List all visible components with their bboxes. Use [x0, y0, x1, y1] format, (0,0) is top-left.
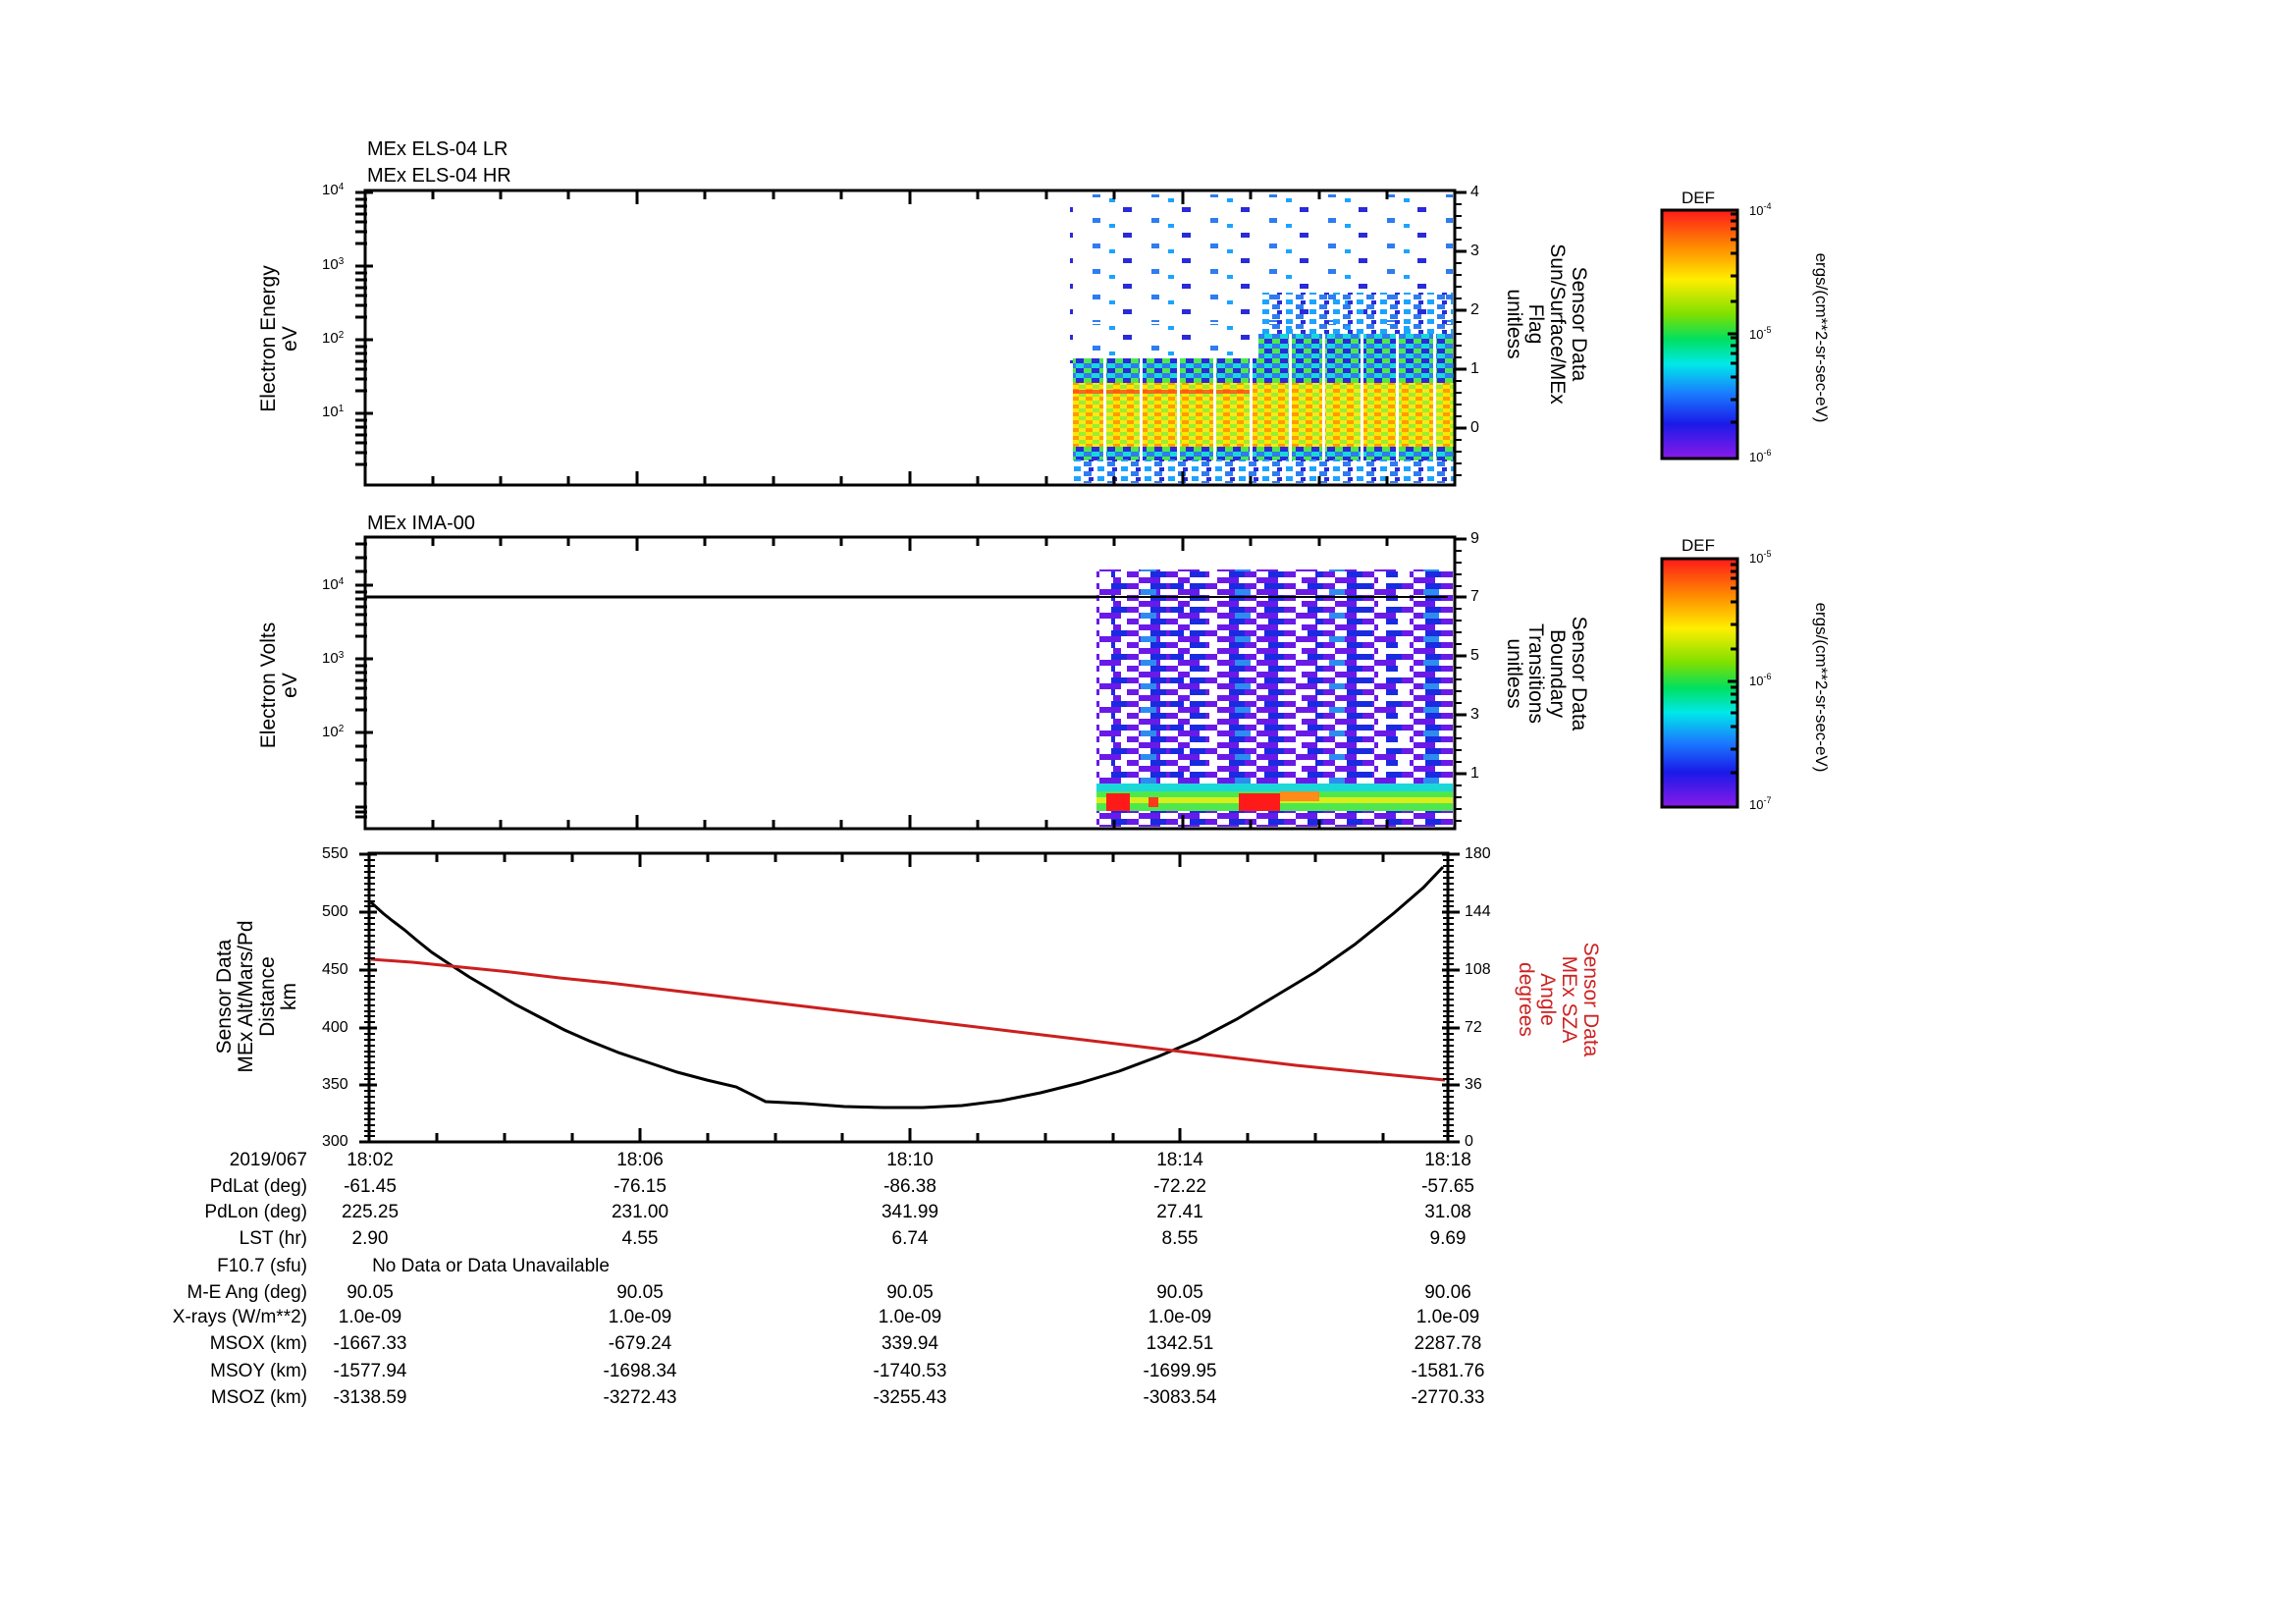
- orbit-rtick-36: 36: [1465, 1076, 1482, 1093]
- table-row: M-E Ang (deg) 90.05 90.05 90.05 90.05 90…: [187, 1282, 1471, 1303]
- ima-colorbar: [1660, 557, 1739, 809]
- ima-ytick-1e3: 103: [322, 650, 345, 667]
- table-row: MSOZ (km) -3138.59 -3272.43 -3255.43 -30…: [210, 1387, 1485, 1408]
- orbit-ytick-500: 500: [322, 903, 348, 920]
- els-title-hr: MEx ELS-04 HR: [367, 165, 511, 187]
- orbit-right-axis-label: Sensor Data MEx SZA Angle degrees: [1515, 942, 1602, 1057]
- table-date: 2019/067: [229, 1150, 307, 1170]
- ima-colorbar-units: ergs/(cm**2-sr-sec-eV): [1812, 602, 1831, 773]
- els-colorbar-mid: 10-5: [1749, 325, 1772, 342]
- table-row: X-rays (W/m**2) 1.0e-09 1.0e-09 1.0e-09 …: [172, 1307, 1480, 1327]
- els-ytick-1e2: 102: [322, 330, 345, 347]
- els-right-axis-label: Sensor Data Sun/Surface/MEx Flag unitles…: [1503, 243, 1590, 405]
- ima-title: MEx IMA-00: [367, 513, 476, 534]
- ima-right-axis-label: Sensor Data Boundary Transitions unitles…: [1503, 616, 1590, 731]
- orbit-ytick-400: 400: [322, 1019, 348, 1036]
- ima-rtick-7: 7: [1470, 588, 1479, 605]
- ima-rtick-9: 9: [1470, 530, 1479, 547]
- table-row: PdLat (deg) -61.45 -76.15 -86.38 -72.22 …: [209, 1176, 1474, 1197]
- orbit-rtick-180: 180: [1465, 845, 1491, 862]
- els-colorbar-title: DEF: [1682, 189, 1715, 207]
- els-title-lr: MEx ELS-04 LR: [367, 138, 508, 160]
- orbit-rtick-0: 0: [1465, 1133, 1473, 1150]
- orbit-y-axis-label: Sensor Data MEx Alt/Mars/Pd Distance km: [213, 920, 300, 1073]
- ima-colorbar-title: DEF: [1682, 536, 1715, 555]
- els-colorbar-max: 10-4: [1749, 201, 1772, 218]
- altitude-line: [369, 865, 1445, 1109]
- ima-data-region: [1096, 569, 1453, 827]
- els-rtick-1: 1: [1470, 360, 1479, 377]
- orbit-ytick-350: 350: [322, 1076, 348, 1093]
- els-colorbar-units: ergs/(cm**2-sr-sec-eV): [1812, 252, 1831, 423]
- ima-ytick-1e4: 104: [322, 576, 345, 593]
- ima-rtick-5: 5: [1470, 647, 1479, 664]
- orbit-rtick-72: 72: [1465, 1019, 1482, 1036]
- orbit-lines: [369, 865, 1446, 1109]
- els-rtick-2: 2: [1470, 301, 1479, 318]
- ima-ytick-1e2: 102: [322, 724, 345, 740]
- ephemeris-table: 2019/067 18:02 18:06 18:10 18:14 18:18 P…: [0, 1149, 2296, 1424]
- els-ytick-1e1: 101: [322, 404, 345, 420]
- table-row: LST (hr) 2.90 4.55 6.74 8.55 9.69: [239, 1228, 1467, 1249]
- sza-line: [370, 957, 1446, 1082]
- ima-colorbar-mid: 10-6: [1749, 672, 1772, 688]
- table-row: F10.7 (sfu) No Data or Data Unavailable: [217, 1256, 610, 1276]
- orbit-ytick-450: 450: [322, 961, 348, 978]
- ima-colorbar-max: 10-5: [1749, 549, 1772, 566]
- els-ytick-1e4: 104: [322, 182, 345, 198]
- table-row: MSOY (km) -1577.94 -1698.34 -1740.53 -16…: [210, 1361, 1485, 1381]
- ima-rtick-1: 1: [1470, 765, 1479, 782]
- table-row: MSOX (km) -1667.33 -679.24 339.94 1342.5…: [209, 1333, 1482, 1354]
- els-rtick-3: 3: [1470, 243, 1479, 259]
- els-rtick-0: 0: [1470, 419, 1479, 436]
- ima-rtick-3: 3: [1470, 706, 1479, 723]
- table-row-time: 2019/067 18:02 18:06 18:10 18:14 18:18: [229, 1150, 1471, 1170]
- orbit-rtick-108: 108: [1465, 961, 1491, 978]
- orbit-ytick-550: 550: [322, 845, 348, 862]
- els-rtick-4: 4: [1470, 184, 1479, 200]
- els-data-region: [1070, 194, 1456, 483]
- els-ytick-1e3: 103: [322, 256, 345, 273]
- orbit-rtick-144: 144: [1465, 903, 1491, 920]
- ima-y-axis-label: Electron Volts eV: [257, 622, 301, 749]
- f107-note: No Data or Data Unavailable: [372, 1256, 610, 1276]
- orbit-ytick-300: 300: [322, 1133, 348, 1150]
- ima-colorbar-min: 10-7: [1749, 795, 1772, 812]
- table-row: PdLon (deg) 225.25 231.00 341.99 27.41 3…: [204, 1202, 1471, 1222]
- els-colorbar: [1660, 208, 1739, 460]
- els-colorbar-min: 10-6: [1749, 448, 1772, 464]
